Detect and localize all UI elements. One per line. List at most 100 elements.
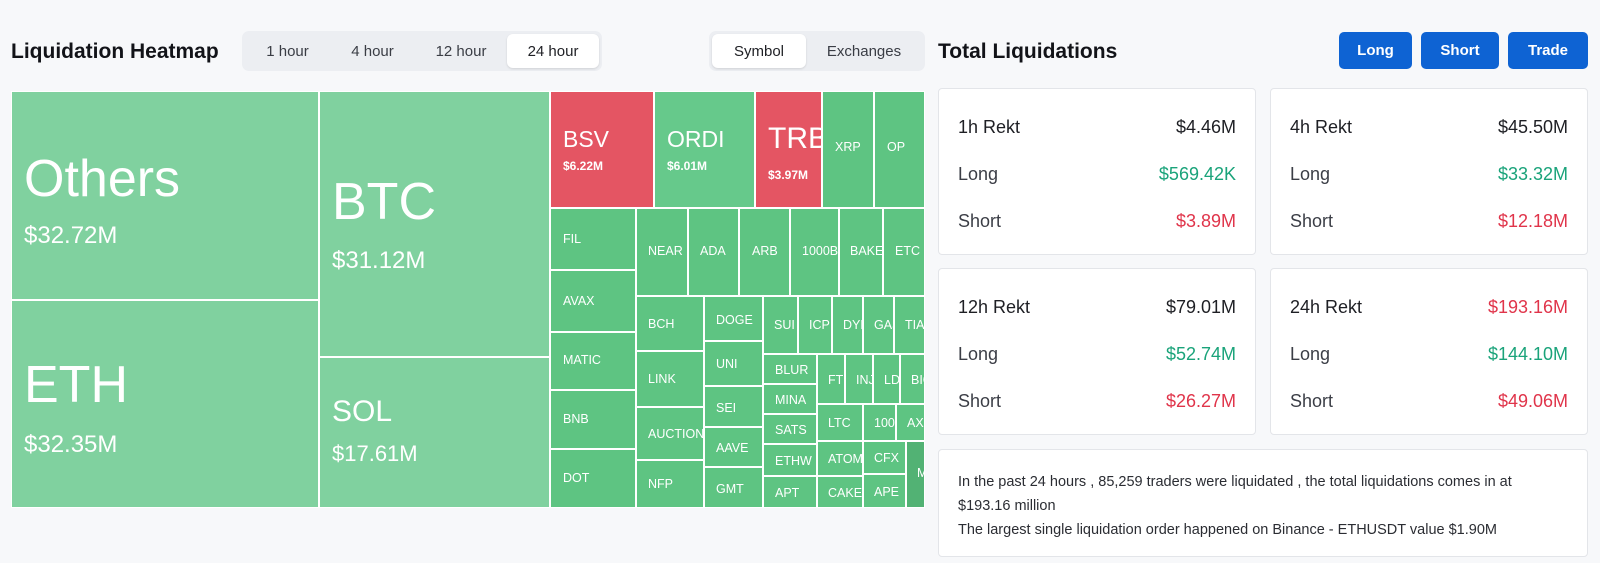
heatmap-tile-ada[interactable]: ADA bbox=[688, 208, 739, 296]
heatmap-tile-gmt[interactable]: GMT bbox=[704, 467, 763, 508]
tile-value: $3.97M bbox=[768, 168, 809, 182]
tile-symbol: BIGTIME bbox=[911, 373, 924, 387]
rekt-card-total: $193.16M bbox=[1487, 297, 1568, 317]
heatmap-tile-1000bonk[interactable]: 1000BONK bbox=[790, 208, 839, 296]
heatmap-tile-mina[interactable]: MINA bbox=[763, 384, 817, 414]
heatmap-tile-fil[interactable]: FIL bbox=[550, 208, 636, 270]
heatmap-tile-doge[interactable]: DOGE bbox=[704, 296, 763, 341]
heatmap-tile-atom[interactable]: ATOM bbox=[817, 441, 863, 476]
heatmap-tile-tia[interactable]: TIA bbox=[894, 296, 925, 354]
tile-symbol: NEAR bbox=[648, 244, 683, 258]
trade-button[interactable]: Trade bbox=[1508, 32, 1588, 69]
tile-value: $31.12M bbox=[332, 247, 426, 274]
tile-symbol: BCH bbox=[648, 317, 675, 331]
rekt-card-12h: 12h Rekt $79.01M Long $52.74M Short $26.27M bbox=[938, 268, 1256, 435]
tile-value: $6.22M bbox=[563, 159, 604, 173]
long-label: Long bbox=[1290, 164, 1331, 184]
heatmap-tile-ethw[interactable]: ETHW bbox=[763, 444, 817, 476]
tile-symbol: SEI bbox=[716, 401, 737, 415]
heatmap-tile-bigtime[interactable]: BIGTIME bbox=[900, 354, 925, 404]
heatmap-tile-auction[interactable]: AUCTION bbox=[636, 407, 704, 460]
tile-symbol: OP bbox=[887, 140, 906, 154]
heatmap-tile-ltc[interactable]: LTC bbox=[817, 404, 863, 441]
heatmap-tile-avax[interactable]: AVAX bbox=[550, 270, 636, 332]
short-button[interactable]: Short bbox=[1421, 32, 1499, 69]
heatmap-tile-uni[interactable]: UNI bbox=[704, 341, 763, 386]
heatmap-tile-ordi[interactable]: ORDI $6.01M bbox=[654, 91, 755, 208]
tab-24-hour[interactable]: 24 hour bbox=[507, 34, 599, 68]
tile-symbol: APE bbox=[874, 485, 900, 499]
liquidation-summary: In the past 24 hours , 85,259 traders we… bbox=[938, 449, 1588, 557]
tile-symbol: DOGE bbox=[716, 313, 753, 327]
heatmap-tile-icp[interactable]: ICP bbox=[798, 296, 832, 354]
heatmap-tile-ftm[interactable]: FTM bbox=[817, 354, 845, 404]
heatmap-tile-axs[interactable]: AXS bbox=[896, 404, 925, 441]
tab-exchanges[interactable]: Exchanges bbox=[826, 42, 902, 60]
tile-symbol: MATIC bbox=[563, 353, 601, 367]
tile-symbol: BNB bbox=[563, 412, 589, 426]
tile-symbol: FTM bbox=[828, 373, 844, 387]
tile-symbol: 1000PEPE bbox=[874, 416, 895, 430]
heatmap-tile-others[interactable]: Others $32.72M bbox=[11, 91, 319, 300]
heatmap-tile-bch[interactable]: BCH bbox=[636, 296, 704, 351]
tab-1-hour[interactable]: 1 hour bbox=[266, 42, 309, 60]
short-value: $49.06M bbox=[1497, 391, 1568, 411]
heatmap-tile-etc[interactable]: ETC bbox=[883, 208, 925, 296]
heatmap-tile-bake[interactable]: BAKE bbox=[839, 208, 883, 296]
heatmap-tile-bnb[interactable]: BNB bbox=[550, 390, 636, 449]
long-button[interactable]: Long bbox=[1339, 32, 1412, 69]
heatmap-tile-btc[interactable]: BTC $31.12M bbox=[319, 91, 550, 357]
heatmap-tile-inj[interactable]: INJ bbox=[845, 354, 873, 404]
tile-symbol: BTC bbox=[332, 173, 436, 231]
tile-symbol: ATOM bbox=[828, 452, 863, 466]
heatmap-tile-apt[interactable]: APT bbox=[763, 476, 817, 508]
heatmap-tile-arb[interactable]: ARB bbox=[739, 208, 790, 296]
tile-symbol: MEME bbox=[917, 466, 924, 480]
heatmap-tile-blur[interactable]: BLUR bbox=[763, 354, 817, 384]
heatmap-tile-aave[interactable]: AAVE bbox=[704, 427, 763, 467]
heatmap-title: Liquidation Heatmap bbox=[11, 40, 219, 63]
short-label: Short bbox=[958, 391, 1002, 411]
tile-symbol: ARB bbox=[752, 244, 778, 258]
tile-symbol: CFX bbox=[874, 451, 899, 465]
tab-4-hour[interactable]: 4 hour bbox=[351, 42, 394, 60]
heatmap-tile-bsv[interactable]: BSV $6.22M bbox=[550, 91, 654, 208]
tile-symbol: DOT bbox=[563, 471, 590, 485]
heatmap-tile-near[interactable]: NEAR bbox=[636, 208, 688, 296]
heatmap-tile-sats[interactable]: SATS bbox=[763, 414, 817, 444]
rekt-card-label: 1h Rekt bbox=[958, 117, 1021, 137]
heatmap-tile-1000pepe[interactable]: 1000PEPE bbox=[863, 404, 896, 441]
tile-symbol: AUCTION bbox=[648, 427, 704, 441]
tile-value: $6.01M bbox=[667, 159, 708, 173]
heatmap-tile-trb[interactable]: TRB $3.97M bbox=[755, 91, 822, 208]
heatmap-tile-op[interactable]: OP bbox=[874, 91, 925, 208]
heatmap-tile-gas[interactable]: GAS bbox=[863, 296, 894, 354]
heatmap-tile-link[interactable]: LINK bbox=[636, 351, 704, 407]
heatmap-tile-sui[interactable]: SUI bbox=[763, 296, 798, 354]
heatmap-tile-eth[interactable]: ETH $32.35M bbox=[11, 300, 319, 508]
tile-symbol: AXS bbox=[907, 416, 924, 430]
heatmap-tile-sol[interactable]: SOL $17.61M bbox=[319, 357, 550, 508]
rekt-card-24h: 24h Rekt $193.16M Long $144.10M Short $49.0… bbox=[1270, 268, 1588, 435]
heatmap-tile-nfp[interactable]: NFP bbox=[636, 460, 704, 508]
tab-12-hour[interactable]: 12 hour bbox=[435, 42, 487, 60]
tab-symbol[interactable]: Symbol bbox=[712, 34, 806, 68]
tile-symbol: Others bbox=[24, 150, 181, 208]
heatmap-tile-ape[interactable]: APE bbox=[863, 474, 906, 508]
heatmap-tile-meme[interactable]: MEME bbox=[906, 441, 925, 508]
heatmap-tile-ldo[interactable]: LDO bbox=[873, 354, 900, 404]
heatmap-tile-dydx[interactable]: DYDX bbox=[832, 296, 863, 354]
tile-symbol: SUI bbox=[774, 318, 795, 332]
long-label: Long bbox=[958, 164, 999, 184]
tile-symbol: AAVE bbox=[716, 441, 749, 455]
short-label: Short bbox=[1290, 391, 1334, 411]
rekt-card-1h: 1h Rekt $4.46M Long $569.42K Short $3.89M bbox=[938, 88, 1256, 255]
heatmap-tile-dot[interactable]: DOT bbox=[550, 449, 636, 508]
heatmap-tile-cfx[interactable]: CFX bbox=[863, 441, 906, 474]
heatmap-tile-sei[interactable]: SEI bbox=[704, 386, 763, 427]
heatmap-tile-matic[interactable]: MATIC bbox=[550, 332, 636, 390]
heatmap-tile-xrp[interactable]: XRP bbox=[822, 91, 874, 208]
tile-symbol: BAKE bbox=[850, 244, 883, 258]
heatmap-tile-cake[interactable]: CAKE bbox=[817, 476, 863, 508]
rekt-card-total: $4.46M bbox=[1175, 117, 1236, 137]
